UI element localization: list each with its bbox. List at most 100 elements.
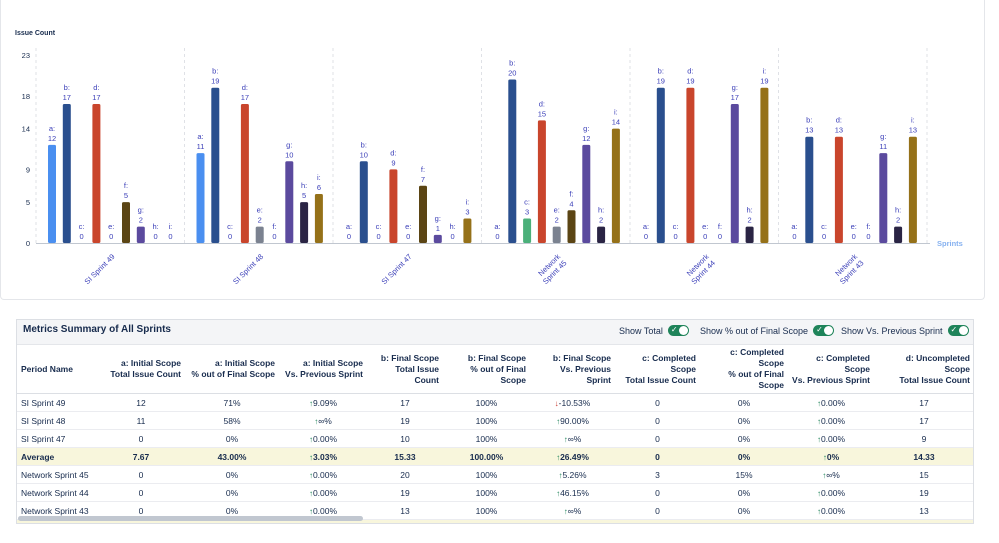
bar-series-label: a: (494, 222, 500, 231)
bar-d (92, 104, 101, 243)
table-cell: 0 (97, 483, 185, 502)
bar-i (760, 87, 769, 244)
table-cell: 0 (615, 447, 700, 466)
bar-series-label: d: (687, 67, 693, 76)
period-name-cell: SI Sprint 47 (17, 429, 97, 448)
table-cell: ↑∞% (279, 411, 367, 430)
arrow-up-icon: ↑ (816, 398, 821, 408)
bar-value-label: 2 (896, 216, 900, 225)
column-header[interactable]: a: Initial Scope% out of Final Scope (185, 345, 279, 394)
bar-value-label: 0 (852, 232, 856, 241)
table-cell: 43.00% (185, 447, 279, 466)
bar-series-label: c: (227, 222, 233, 231)
bar-h (597, 226, 606, 243)
column-header-subtitle: Total Issue Count (899, 374, 970, 385)
bar-value-label: 11 (197, 142, 205, 151)
show-total-toggle-group[interactable]: Show Total ✓ (619, 325, 689, 336)
table-cell: 17 (874, 393, 973, 412)
column-header[interactable]: a: Initial Scope Vs. Previous Sprint (279, 345, 367, 394)
show-percent-toggle-group[interactable]: Show % out of Final Scope ✓ (700, 325, 835, 336)
bar-value-label: 0 (674, 232, 678, 241)
bar-series-label: i: (317, 173, 321, 182)
bar-value-label: 0 (272, 232, 276, 241)
arrow-up-icon: ↑ (308, 470, 313, 480)
table-cell: 7.67 (97, 447, 185, 466)
bar-series-label: i: (763, 67, 767, 76)
arrow-up-icon: ↑ (558, 470, 563, 480)
arrow-up-icon: ↑ (308, 434, 313, 444)
table-cell: 15.67 (874, 519, 973, 523)
bar-value-label: 0 (703, 232, 707, 241)
show-vs-previous-label: Show Vs. Previous Sprint (841, 325, 943, 336)
column-header[interactable]: d: Uncompleted Scope Total Issue Count (874, 345, 973, 394)
column-header-title: c: Completed Scope (816, 352, 870, 374)
table-cell: 0% (185, 519, 279, 523)
arrow-up-icon: ↑ (556, 416, 561, 426)
arrow-up-icon: ↑ (556, 488, 561, 498)
table-cell: 0% (700, 501, 788, 520)
period-name-cell: Average (17, 519, 97, 523)
horizontal-scrollbar[interactable] (18, 516, 363, 521)
table-cell: ↑9.09% (279, 393, 367, 412)
bar-series-label: c: (376, 222, 382, 231)
bar-series-label: h: (598, 206, 604, 215)
table-cell: ↑46.15% (530, 483, 615, 502)
column-header[interactable]: Period Name (17, 345, 97, 394)
bar-series-label: g: (583, 124, 589, 133)
table-cell: 0% (185, 465, 279, 484)
bar-series-label: c: (524, 197, 530, 206)
column-header[interactable]: b: Final Scope Total Issue Count (367, 345, 443, 394)
column-header[interactable]: c: Completed Scope Total Issue Count (615, 345, 700, 394)
bar-value-label: 17 (63, 93, 71, 102)
bar-value-label: 19 (657, 77, 665, 86)
table-cell: ↓-10.53% (530, 393, 615, 412)
y-tick-label: 0 (26, 239, 30, 248)
bar-value-label: 5 (302, 191, 306, 200)
bar-series-label: b: (509, 59, 515, 68)
metrics-title: Metrics Summary of All Sprints (23, 324, 171, 335)
table-cell: 0% (700, 393, 788, 412)
table-body: SI Sprint 49 12 71% ↑9.09% 17 100% ↓-10.53% 0 0%… (17, 393, 973, 523)
bar-value-label: 19 (686, 77, 694, 86)
y-tick-label: 23 (22, 51, 30, 60)
table-cell: 0% (700, 411, 788, 430)
show-total-toggle[interactable]: ✓ (667, 325, 689, 336)
bar-series-label: g: (435, 214, 441, 223)
table-cell: 11 (97, 411, 185, 430)
column-header-title: a: Initial Scope (303, 358, 363, 368)
table-cell: 0% (185, 429, 279, 448)
show-percent-label: Show % out of Final Scope (700, 325, 809, 336)
bar-series-label: c: (821, 222, 827, 231)
table-cell: 100% (443, 465, 530, 484)
y-tick-label: 18 (22, 92, 30, 101)
bar-series-label: e: (851, 222, 857, 231)
table-cell: 17 (367, 393, 443, 412)
column-header[interactable]: b: Final Scope% out of Final Scope (443, 345, 530, 394)
arrow-up-icon: ↑ (308, 506, 313, 516)
bar-series-label: h: (449, 222, 455, 231)
bar-value-label: 10 (360, 150, 368, 159)
bar-value-label: 14 (612, 118, 620, 127)
bar-value-label: 0 (347, 232, 351, 241)
bar-value-label: 7 (421, 175, 425, 184)
table-cell: 19 (367, 483, 443, 502)
column-header-subtitle: Total Issue Count (625, 374, 696, 385)
bar-g (582, 144, 591, 243)
column-header-title: b: Final Scope (552, 352, 611, 363)
table-cell: 0 (97, 429, 185, 448)
table-cell: ↑0.00% (279, 483, 367, 502)
column-header[interactable]: a: Initial Scope Total Issue Count (97, 345, 185, 394)
bar-value-label: 17 (92, 93, 100, 102)
show-vs-previous-toggle[interactable]: ✓ (947, 325, 969, 336)
column-header[interactable]: c: Completed Scope% out of Final Scope (700, 345, 788, 394)
column-header-subtitle: % out of Final Scope (728, 369, 784, 390)
table-cell: 17.33 (367, 519, 443, 523)
bar-value-label: 19 (760, 77, 768, 86)
show-vs-previous-toggle-group[interactable]: Show Vs. Previous Sprint ✓ (841, 325, 969, 336)
bar-value-label: 12 (48, 134, 56, 143)
show-percent-toggle[interactable]: ✓ (813, 325, 835, 336)
table-cell: ↑17.14% (530, 519, 615, 523)
table-cell: 0 (97, 465, 185, 484)
column-header[interactable]: b: Final Scope Vs. Previous Sprint (530, 345, 615, 394)
column-header[interactable]: c: Completed Scope Vs. Previous Sprint (788, 345, 874, 394)
